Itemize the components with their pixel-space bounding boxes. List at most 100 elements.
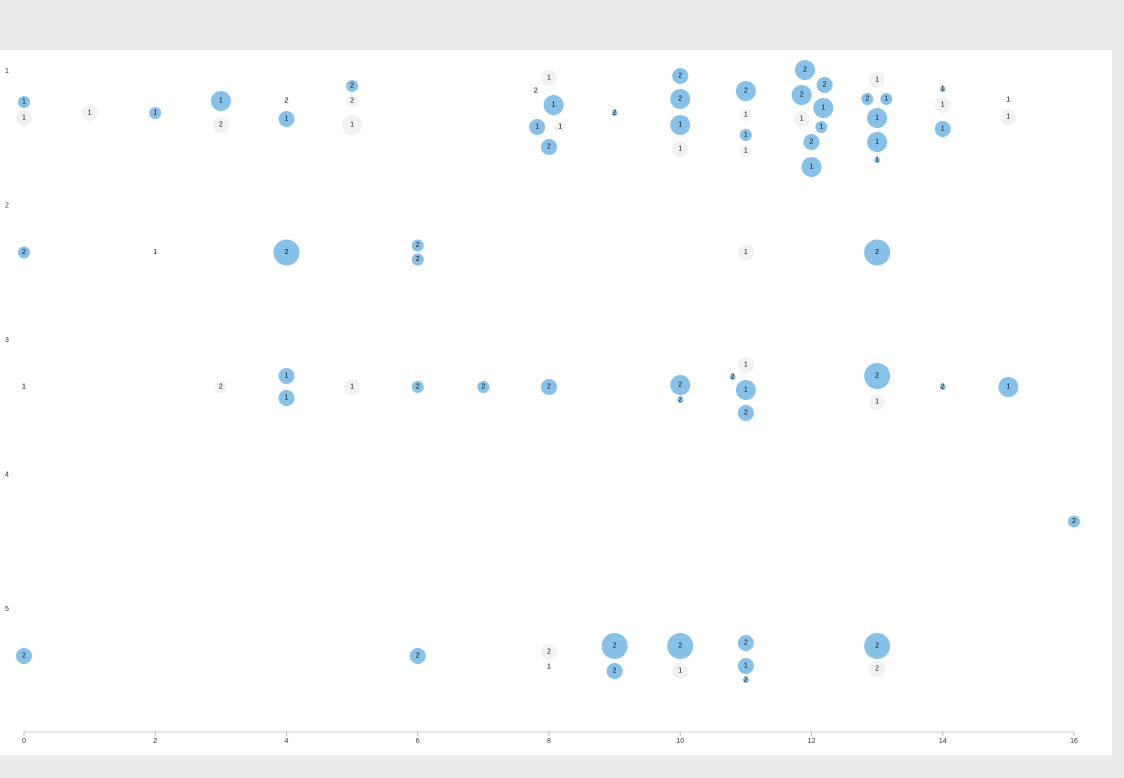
- bubble-circle[interactable]: [670, 375, 691, 395]
- bubble[interactable]: 2: [735, 81, 756, 101]
- bubble[interactable]: 1: [546, 664, 552, 671]
- bubble[interactable]: 1: [1000, 109, 1017, 125]
- bubble[interactable]: 2: [273, 239, 300, 266]
- bubble-circle[interactable]: [1005, 97, 1012, 103]
- bubble[interactable]: 2: [541, 379, 557, 395]
- bubble-circle[interactable]: [737, 405, 754, 421]
- bubble-circle[interactable]: [346, 95, 359, 107]
- bubble-circle[interactable]: [477, 381, 490, 393]
- bubble-circle[interactable]: [546, 664, 552, 670]
- bubble-circle[interactable]: [735, 380, 756, 400]
- bubble-circle[interactable]: [273, 239, 300, 266]
- bubble-circle[interactable]: [737, 635, 754, 651]
- bubble-circle[interactable]: [18, 96, 30, 108]
- bubble-circle[interactable]: [543, 95, 564, 115]
- bubble-circle[interactable]: [667, 633, 694, 659]
- bubble[interactable]: 2: [18, 246, 30, 259]
- bubble-circle[interactable]: [791, 85, 812, 105]
- bubble[interactable]: 2: [672, 68, 689, 84]
- bubble[interactable]: 1: [149, 107, 162, 119]
- bubble-circle[interactable]: [880, 93, 893, 105]
- bubble-circle[interactable]: [16, 110, 32, 126]
- bubble-circle[interactable]: [529, 119, 546, 135]
- bubble[interactable]: 1: [998, 377, 1019, 397]
- bubble-circle[interactable]: [411, 381, 424, 393]
- bubble[interactable]: 2: [670, 89, 691, 109]
- bubble[interactable]: 1: [737, 658, 754, 674]
- bubble-circle[interactable]: [278, 368, 295, 384]
- bubble[interactable]: 1: [739, 145, 752, 157]
- bubble-circle[interactable]: [803, 134, 820, 150]
- bubble[interactable]: 1: [554, 121, 567, 133]
- bubble[interactable]: 1: [670, 115, 691, 135]
- bubble-circle[interactable]: [532, 88, 539, 94]
- bubble-circle[interactable]: [737, 658, 754, 674]
- bubble-circle[interactable]: [867, 108, 888, 128]
- bubble-circle[interactable]: [346, 80, 359, 92]
- bubble[interactable]: 1: [813, 98, 834, 118]
- bubble[interactable]: 1: [672, 663, 689, 679]
- bubble[interactable]: 1: [672, 141, 689, 157]
- bubble-circle[interactable]: [869, 661, 886, 677]
- bubble[interactable]: 2: [346, 95, 359, 107]
- bubble[interactable]: 1: [869, 394, 886, 410]
- bubble-circle[interactable]: [794, 60, 815, 80]
- bubble-circle[interactable]: [816, 77, 833, 93]
- bubble-circle[interactable]: [737, 357, 754, 373]
- bubble[interactable]: 2: [816, 77, 833, 93]
- bubble-circle[interactable]: [541, 70, 557, 86]
- bubble[interactable]: 2: [532, 88, 539, 95]
- bubble-circle[interactable]: [554, 121, 567, 133]
- bubble-circle[interactable]: [739, 129, 752, 141]
- bubble-circle[interactable]: [18, 246, 30, 259]
- bubble[interactable]: 1: [529, 119, 546, 135]
- bubble[interactable]: 1: [874, 157, 881, 164]
- bubble-circle[interactable]: [411, 253, 424, 266]
- bubble-circle[interactable]: [864, 363, 891, 389]
- bubble[interactable]: 2: [803, 134, 820, 150]
- bubble[interactable]: 2: [729, 374, 736, 381]
- bubble[interactable]: 1: [801, 157, 822, 177]
- bubble-circle[interactable]: [1068, 515, 1080, 528]
- bubble-circle[interactable]: [149, 107, 162, 119]
- bubble-circle[interactable]: [606, 663, 623, 679]
- bubble[interactable]: 1: [739, 129, 752, 141]
- bubble-circle[interactable]: [672, 141, 689, 157]
- bubble[interactable]: 1: [278, 111, 295, 127]
- bubble-circle[interactable]: [939, 384, 946, 390]
- bubble-circle[interactable]: [793, 111, 810, 127]
- bubble-circle[interactable]: [869, 394, 886, 410]
- bubble-circle[interactable]: [342, 115, 363, 135]
- bubble[interactable]: 2: [601, 633, 628, 659]
- bubble[interactable]: 2: [1068, 515, 1080, 528]
- bubble-circle[interactable]: [739, 145, 752, 157]
- bubble-circle[interactable]: [735, 81, 756, 101]
- bubble[interactable]: 2: [670, 375, 691, 395]
- bubble[interactable]: 1: [344, 379, 361, 395]
- bubble[interactable]: 2: [411, 239, 424, 252]
- bubble[interactable]: 1: [815, 121, 828, 133]
- bubble[interactable]: 2: [346, 80, 359, 92]
- bubble[interactable]: 1: [793, 111, 810, 127]
- bubble[interactable]: 1: [342, 115, 363, 135]
- bubble[interactable]: 2: [411, 381, 424, 393]
- bubble-circle[interactable]: [861, 93, 874, 105]
- bubble[interactable]: 1: [1005, 97, 1012, 104]
- bubble-circle[interactable]: [742, 677, 749, 683]
- bubble-circle[interactable]: [874, 157, 881, 163]
- bubble[interactable]: 1: [939, 86, 946, 93]
- bubble-circle[interactable]: [672, 68, 689, 84]
- bubble[interactable]: 1: [867, 132, 888, 152]
- bubble[interactable]: 2: [477, 381, 490, 393]
- bubble-circle[interactable]: [998, 377, 1019, 397]
- bubble[interactable]: 1: [739, 109, 752, 121]
- bubble[interactable]: 2: [864, 633, 891, 659]
- bubble[interactable]: 2: [411, 253, 424, 266]
- bubble-circle[interactable]: [278, 111, 295, 127]
- bubble-circle[interactable]: [815, 121, 828, 133]
- bubble-circle[interactable]: [869, 72, 886, 88]
- bubble-circle[interactable]: [934, 97, 951, 113]
- bubble-circle[interactable]: [278, 390, 295, 406]
- bubble-circle[interactable]: [601, 633, 628, 659]
- bubble-circle[interactable]: [81, 105, 98, 121]
